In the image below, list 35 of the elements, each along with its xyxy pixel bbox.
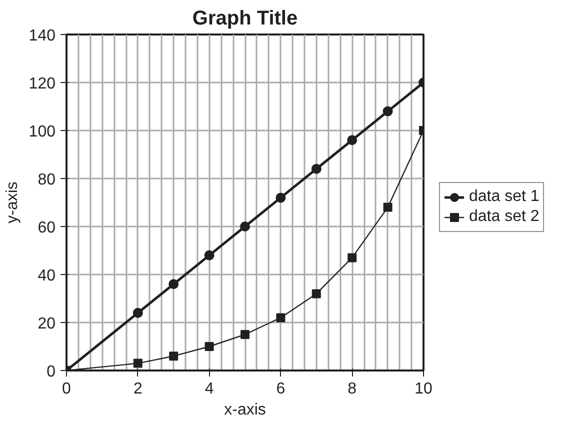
legend-label: data set 1 (469, 188, 540, 206)
point (240, 222, 250, 232)
x-tick-label: 2 (133, 380, 142, 398)
point (240, 330, 250, 339)
point (382, 106, 393, 116)
point (132, 308, 143, 318)
point (383, 202, 392, 212)
point (311, 164, 322, 174)
y-axis-title: y-axis (4, 182, 21, 224)
x-tick-label: 8 (348, 380, 357, 398)
y-tick-label: 40 (38, 268, 56, 284)
y-tick-label: 100 (28, 124, 56, 140)
y-tick-label: 0 (46, 364, 56, 380)
y-tick-label: 80 (38, 172, 56, 188)
x-tick-label: 10 (414, 380, 432, 398)
y-tick-label: 120 (28, 76, 56, 92)
point (133, 358, 142, 368)
point (204, 342, 214, 351)
y-tick-label: 140 (28, 28, 56, 44)
x-tick-label: 6 (276, 380, 286, 398)
point (204, 250, 214, 260)
point (276, 192, 286, 203)
point (276, 313, 286, 322)
y-tick-label: 60 (38, 220, 56, 236)
point (312, 289, 321, 298)
x-tick-label: 0 (62, 380, 72, 398)
point (348, 253, 357, 262)
y-tick-label: 20 (38, 316, 56, 332)
legend-label: data set 2 (469, 208, 540, 226)
point (347, 135, 358, 146)
x-tick-label: 4 (204, 380, 214, 398)
x-axis-title: x-axis (224, 402, 266, 418)
point (168, 279, 179, 290)
chart-title: Graph Title (192, 8, 298, 30)
point (169, 352, 178, 361)
